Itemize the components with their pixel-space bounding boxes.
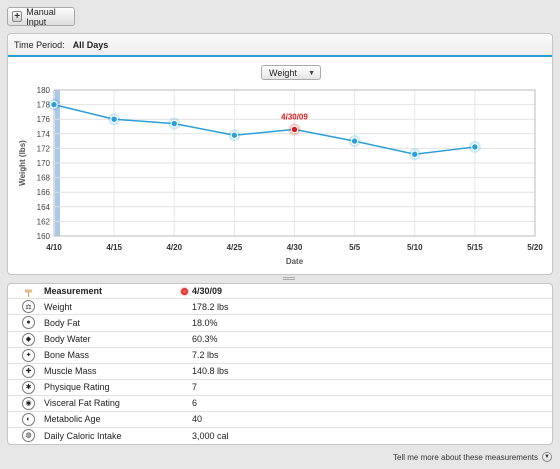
measurement-header-label: Measurement: [44, 286, 103, 297]
y-axis-label: Weight (lbs): [18, 140, 27, 186]
y-tick-labels: 160 162 164 166 168 170 172 174 176 178 180: [37, 86, 51, 241]
x-tick-label: 4/15: [106, 243, 122, 252]
time-period-bar: Time Period: All Days: [8, 34, 552, 57]
y-tick-label: 162: [37, 217, 51, 226]
measurement-row: ⚖ Weight 178.2 lbs: [8, 299, 552, 316]
metabolic-age-icon: ◐: [22, 412, 35, 426]
metric-select-value: Weight: [269, 67, 297, 78]
measurement-value: 7: [192, 382, 198, 393]
panel-splitter-handle[interactable]: [283, 277, 295, 280]
data-point[interactable]: [230, 131, 239, 139]
muscle-icon: ✚: [22, 364, 35, 378]
manual-input-label: Manual Input: [26, 6, 56, 27]
measurement-value: 178.2 lbs: [192, 301, 229, 312]
measurement-name: Visceral Fat Rating: [44, 398, 120, 409]
data-point[interactable]: [110, 115, 118, 123]
plot-border: [53, 89, 536, 237]
measurement-header-row: ╤ Measurement 4/30/09: [8, 284, 552, 300]
measurement-row: ✦ Bone Mass 7.2 lbs: [8, 348, 552, 364]
x-tick-label: 4/20: [166, 243, 182, 252]
y-tick-label: 160: [37, 232, 51, 241]
measurement-value: 18.0%: [192, 317, 218, 328]
measurement-value: 3,000 cal: [192, 430, 229, 441]
bone-icon: ✦: [22, 348, 35, 362]
chevron-down-circle-icon: ▼: [542, 452, 552, 462]
measurement-value: 60.3%: [192, 334, 218, 345]
measurement-name: Physique Rating: [44, 382, 110, 393]
measurement-date: 4/30/09: [192, 286, 223, 297]
data-point[interactable]: [411, 150, 419, 158]
x-tick-label: 4/10: [46, 243, 62, 252]
chevron-down-icon: ▼: [308, 70, 315, 77]
measurement-row: ● Body Fat 18.0%: [8, 315, 552, 332]
measurement-value: 140.8 lbs: [192, 366, 229, 377]
measurement-name: Bone Mass: [44, 350, 90, 361]
y-tick-label: 174: [37, 130, 51, 139]
calorie-icon: ◍: [22, 428, 35, 442]
water-drop-icon: ◆: [22, 332, 35, 346]
y-tick-label: 172: [37, 144, 51, 153]
series-line: [53, 103, 475, 155]
measurement-value: 7.2 lbs: [192, 350, 219, 361]
measurement-name: Body Water: [44, 334, 91, 345]
tell-more-link[interactable]: Tell me more about these measurements ▼: [393, 452, 552, 462]
x-axis-label: Date: [286, 257, 304, 266]
measurements-panel: ╤ Measurement 4/30/09 ⚖ Weight 178.2 lbs ● B…: [7, 283, 553, 445]
body-fat-icon: ●: [22, 316, 35, 330]
measurement-value: 6: [192, 398, 198, 409]
tell-more-label: Tell me more about these measurements: [393, 452, 538, 462]
y-tick-label: 168: [37, 174, 51, 183]
metric-select[interactable]: Weight ▼: [261, 65, 321, 80]
y-tick-label: 166: [37, 188, 51, 197]
y-tick-label: 180: [37, 86, 51, 95]
ruler-icon: ╤: [22, 285, 35, 298]
manual-input-button[interactable]: + Manual Input: [7, 6, 75, 27]
measurement-name: Weight: [44, 301, 72, 312]
data-point[interactable]: [471, 143, 479, 151]
measurement-name: Muscle Mass: [44, 366, 97, 377]
visceral-fat-icon: ◉: [22, 396, 35, 410]
measurement-row: ✱ Physique Rating 7: [8, 380, 552, 396]
x-tick-labels: 4/10 4/15 4/20 4/25 4/30 5/5 5/10 5/15 5/20: [46, 243, 543, 252]
measurement-name: Metabolic Age: [44, 414, 101, 425]
measurement-value: 40: [192, 414, 203, 425]
data-point[interactable]: [170, 119, 178, 128]
data-points[interactable]: [48, 98, 481, 161]
measurement-row: ✚ Muscle Mass 140.8 lbs: [8, 364, 552, 380]
selected-dot-icon: [181, 288, 188, 295]
time-period-value[interactable]: All Days: [72, 39, 109, 50]
y-tick-label: 178: [37, 101, 51, 110]
measurement-name: Daily Caloric Intake: [44, 430, 122, 441]
data-point[interactable]: [350, 137, 359, 145]
x-tick-label: 5/20: [527, 243, 543, 252]
x-tick-label: 4/25: [227, 243, 243, 252]
measurement-name: Body Fat: [44, 317, 81, 328]
x-tick-label: 4/30: [287, 243, 303, 252]
chart-panel: Time Period: All Days Weight ▼ 160 162 164…: [7, 33, 553, 275]
time-period-label: Time Period:: [14, 39, 65, 50]
y-tick-label: 164: [37, 203, 51, 212]
highlight-label: 4/30/09: [281, 112, 308, 121]
measurement-row: ◍ Daily Caloric Intake 3,000 cal: [8, 428, 552, 444]
x-tick-label: 5/10: [407, 243, 423, 252]
selected-data-point[interactable]: [290, 125, 299, 134]
x-tick-label: 5/5: [349, 243, 361, 252]
data-point[interactable]: [50, 100, 58, 109]
measurement-row: ◐ Metabolic Age 40: [8, 412, 552, 428]
plus-icon: +: [12, 11, 23, 22]
scale-icon: ⚖: [22, 300, 35, 314]
physique-icon: ✱: [22, 380, 35, 394]
measurement-row: ◉ Visceral Fat Rating 6: [8, 396, 552, 412]
x-tick-label: 5/15: [467, 243, 483, 252]
y-tick-label: 176: [37, 115, 51, 124]
y-tick-label: 170: [37, 159, 51, 168]
measurement-row: ◆ Body Water 60.3%: [8, 332, 552, 348]
